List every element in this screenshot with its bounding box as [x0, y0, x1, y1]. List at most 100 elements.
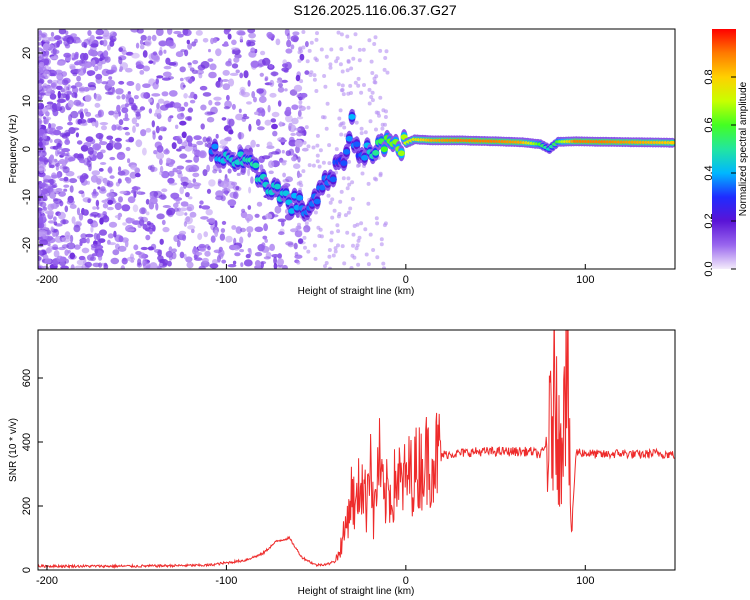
noise-blob: [151, 93, 161, 97]
snr-x-ticks: -200 -100 0 100: [36, 565, 594, 587]
noise-blob: [137, 258, 142, 266]
noise-blob: [118, 119, 124, 126]
noise-blob: [314, 37, 319, 42]
noise-blob: [312, 77, 317, 82]
noise-blob: [297, 116, 304, 120]
noise-blob: [192, 145, 198, 152]
noise-blob: [294, 127, 302, 131]
noise-blob: [278, 159, 288, 163]
noise-blob: [99, 217, 104, 225]
noise-blob: [278, 139, 287, 143]
noise-blob: [303, 245, 307, 250]
noise-blob: [202, 257, 209, 263]
noise-blob: [234, 252, 241, 257]
noise-blob: [315, 133, 320, 138]
noise-blob: [38, 128, 43, 136]
noise-blob: [272, 130, 278, 137]
noise-blob: [117, 178, 122, 184]
noise-blob: [72, 72, 78, 77]
noise-blob: [296, 130, 303, 137]
noise-blob: [336, 82, 341, 87]
noise-blob: [281, 67, 289, 72]
noise-blob: [209, 63, 217, 71]
y-tick-label: -20: [21, 237, 33, 253]
noise-blob: [213, 96, 222, 101]
noise-blob: [157, 98, 165, 104]
noise-blob: [48, 122, 52, 129]
noise-blob: [359, 90, 364, 95]
noise-blob: [227, 264, 237, 268]
noise-blob: [94, 93, 102, 102]
noise-blob: [50, 56, 59, 60]
noise-blob: [98, 168, 104, 172]
noise-blob: [152, 224, 156, 232]
noise-blob: [62, 166, 68, 170]
noise-blob: [118, 196, 123, 203]
noise-blob: [378, 48, 383, 53]
noise-blob: [235, 113, 244, 121]
noise-blob: [246, 101, 252, 105]
noise-blob: [50, 31, 55, 37]
noise-blob: [81, 65, 87, 71]
noise-blob: [156, 265, 161, 269]
noise-blob: [107, 69, 116, 73]
noise-blob: [345, 34, 350, 39]
noise-blob: [133, 191, 137, 199]
noise-blob: [175, 135, 182, 140]
noise-blob: [334, 147, 339, 152]
noise-blob: [193, 155, 200, 163]
noise-blob: [44, 118, 50, 123]
noise-blob: [73, 224, 81, 233]
noise-blob: [382, 266, 386, 269]
noise-blob: [370, 98, 375, 103]
noise-blob: [131, 117, 138, 125]
noise-blob: [359, 126, 364, 131]
colorbar-gradient: [712, 29, 736, 269]
noise-blob: [347, 159, 352, 164]
noise-blob: [56, 102, 61, 110]
noise-blob: [204, 250, 211, 257]
noise-blob: [383, 56, 388, 60]
x-tick-label: 0: [403, 575, 409, 587]
noise-blob: [140, 216, 149, 223]
noise-blob: [194, 38, 198, 44]
noise-blob: [202, 136, 208, 143]
noise-blob: [239, 236, 244, 244]
noise-blob: [90, 175, 99, 183]
noise-blob: [43, 70, 51, 79]
noise-blob: [70, 264, 75, 269]
noise-blob: [49, 164, 55, 169]
noise-blob: [246, 226, 254, 233]
noise-blob: [333, 249, 338, 254]
noise-blob: [101, 81, 109, 85]
noise-blob: [39, 110, 43, 116]
noise-blob: [83, 209, 87, 215]
noise-blob: [336, 30, 341, 35]
noise-blob: [56, 255, 64, 263]
noise-blob: [139, 39, 144, 45]
noise-blob: [147, 246, 154, 251]
noise-blob: [75, 220, 82, 225]
spectrogram-y-ticks: -20 -10 0 10 20: [21, 47, 43, 253]
noise-blob: [84, 94, 92, 103]
noise-blob: [132, 125, 136, 133]
noise-blob: [208, 71, 217, 79]
noise-blob: [55, 188, 63, 192]
noise-blob: [159, 165, 164, 173]
noise-blob: [256, 143, 260, 148]
noise-blob: [38, 265, 42, 269]
noise-blob: [102, 211, 107, 216]
noise-blob: [338, 108, 343, 113]
noise-blob: [356, 83, 361, 88]
noise-blob: [142, 83, 151, 88]
noise-blob: [39, 183, 48, 188]
noise-blob: [61, 153, 69, 157]
noise-blob: [73, 244, 81, 250]
noise-blob: [155, 29, 164, 36]
noise-blob: [56, 79, 64, 85]
noise-blob: [63, 52, 72, 58]
noise-blob: [56, 40, 60, 48]
noise-blob: [51, 103, 58, 110]
noise-blob: [297, 58, 302, 63]
noise-blob: [257, 107, 265, 114]
